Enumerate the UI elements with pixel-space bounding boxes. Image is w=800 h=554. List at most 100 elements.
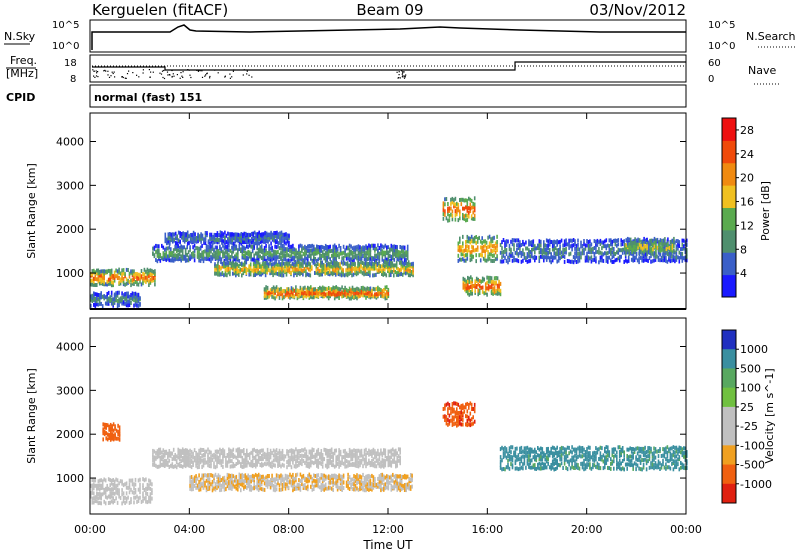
echo-cell — [523, 252, 526, 257]
echo-cell — [229, 464, 232, 469]
echo-cell — [468, 206, 470, 211]
echo-cell — [551, 244, 554, 248]
echo-cell — [268, 474, 270, 478]
echo-cell — [210, 461, 212, 465]
echo-cell — [280, 473, 282, 478]
echo-cell — [356, 451, 358, 456]
echo-cell — [387, 266, 389, 271]
echo-cell — [338, 450, 340, 455]
echo-cell — [269, 452, 272, 457]
echo-cell — [131, 271, 134, 276]
echo-cell — [223, 452, 226, 457]
echo-cell — [118, 494, 120, 499]
echo-cell — [109, 281, 111, 286]
echo-cell — [103, 294, 105, 299]
echo-cell — [241, 248, 244, 253]
echo-cell — [360, 246, 363, 251]
echo-cell — [626, 259, 628, 264]
echo-cell — [275, 254, 278, 259]
echo-cell — [237, 451, 239, 456]
echo-cell — [673, 239, 675, 244]
echo-cell — [607, 243, 609, 248]
echo-cell — [470, 198, 473, 203]
echo-cell — [319, 455, 321, 460]
echo-cell — [395, 253, 397, 258]
echo-cell — [598, 250, 600, 255]
echo-cell — [189, 247, 191, 252]
echo-cell — [116, 500, 119, 505]
echo-cell — [152, 251, 154, 256]
echo-cell — [254, 449, 257, 454]
echo-cell — [373, 262, 376, 267]
echo-cell — [308, 291, 311, 296]
echo-cell — [139, 301, 141, 306]
echo-cell — [301, 462, 303, 467]
echo-cell — [605, 238, 608, 243]
echo-cell — [607, 251, 609, 256]
echo-cell — [110, 301, 113, 306]
echo-cell — [327, 255, 330, 260]
echo-cell — [244, 460, 247, 465]
echo-cell — [457, 253, 460, 258]
echo-cell — [627, 240, 630, 244]
echo-cell — [621, 242, 624, 247]
echo-cell — [460, 247, 463, 252]
echo-cell — [450, 197, 452, 202]
echo-cell — [208, 480, 211, 484]
echo-cell — [349, 267, 352, 272]
echo-cell — [412, 268, 414, 273]
echo-cell — [333, 246, 336, 251]
echo-cell — [232, 455, 235, 459]
echo-cell — [401, 260, 404, 265]
echo-cell — [253, 455, 255, 460]
echo-cell — [178, 452, 181, 457]
echo-cell — [217, 481, 220, 486]
echo-cell — [374, 287, 376, 292]
echo-cell — [668, 246, 671, 250]
echo-cell — [184, 258, 187, 263]
echo-cell — [265, 239, 268, 243]
echo-cell — [363, 245, 366, 250]
echo-cell — [378, 462, 381, 467]
echo-cell — [104, 301, 107, 306]
echo-cell — [170, 232, 173, 237]
echo-cell — [351, 246, 354, 251]
echo-cell — [145, 275, 147, 280]
echo-cell — [246, 481, 248, 486]
freq-dot — [93, 75, 95, 77]
echo-cell — [174, 452, 176, 457]
echo-cell — [128, 298, 131, 303]
echo-cell — [209, 241, 211, 246]
echo-cell — [317, 287, 320, 291]
echo-cell — [680, 255, 682, 260]
echo-cell — [174, 257, 176, 262]
echo-cell — [348, 286, 351, 291]
echo-cell — [152, 462, 154, 467]
echo-cell — [131, 490, 134, 495]
echo-cell — [334, 261, 337, 266]
echo-cell — [466, 249, 469, 254]
echo-cell — [251, 461, 254, 466]
echo-cell — [296, 482, 299, 487]
echo-cell — [192, 251, 194, 255]
echo-cell — [278, 265, 280, 270]
echo-cell — [595, 245, 597, 250]
echo-cell — [156, 464, 159, 469]
echo-cell — [388, 261, 391, 266]
echo-cell — [462, 241, 464, 246]
echo-cell — [477, 288, 479, 293]
echo-cell — [262, 487, 264, 492]
echo-cell — [618, 254, 621, 259]
echo-cell — [298, 478, 300, 482]
echo-cell — [238, 450, 241, 455]
echo-cell — [320, 253, 323, 258]
echo-cell — [460, 252, 463, 257]
echo-cell — [207, 476, 209, 481]
echo-cell — [247, 252, 249, 257]
echo-cell — [547, 239, 549, 244]
echo-cell — [98, 495, 101, 500]
echo-cell — [487, 254, 489, 259]
echo-cell — [208, 459, 211, 464]
echo-cell — [180, 464, 182, 469]
echo-cell — [505, 258, 508, 263]
